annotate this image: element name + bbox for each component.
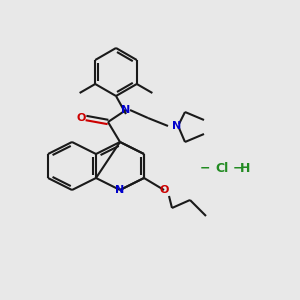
Text: −: − xyxy=(233,161,244,175)
Text: N: N xyxy=(172,121,181,131)
Text: O: O xyxy=(76,113,86,123)
Text: N: N xyxy=(122,105,130,115)
Text: O: O xyxy=(159,185,169,195)
Text: H: H xyxy=(240,161,250,175)
Text: Cl: Cl xyxy=(215,161,228,175)
Text: −: − xyxy=(200,161,211,175)
Text: N: N xyxy=(116,185,124,195)
